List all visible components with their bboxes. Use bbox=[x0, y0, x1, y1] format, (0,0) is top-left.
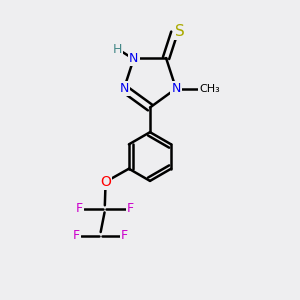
Text: S: S bbox=[175, 24, 184, 39]
Text: N: N bbox=[171, 82, 181, 95]
Text: O: O bbox=[100, 175, 111, 189]
Text: F: F bbox=[76, 202, 83, 215]
Text: F: F bbox=[121, 229, 128, 242]
Text: N: N bbox=[119, 82, 129, 95]
Text: CH₃: CH₃ bbox=[199, 84, 220, 94]
Text: F: F bbox=[127, 202, 134, 215]
Text: N: N bbox=[129, 52, 139, 64]
Text: H: H bbox=[113, 43, 122, 56]
Text: F: F bbox=[73, 229, 80, 242]
